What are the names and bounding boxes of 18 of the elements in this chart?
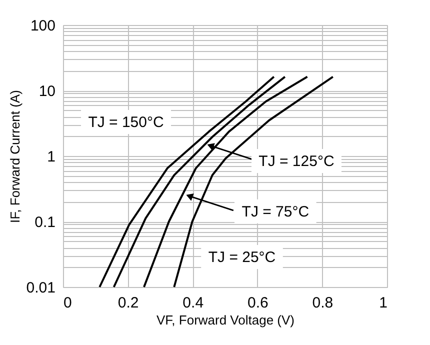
y-tick-label: 0.01: [26, 280, 56, 296]
annotation: TJ = 125°C: [258, 153, 334, 170]
x-tick-label: 0.4: [182, 294, 204, 312]
x-tick-label: 0: [64, 294, 72, 312]
annotation: TJ = 150°C: [88, 114, 164, 131]
y-tick-label: 1: [47, 148, 56, 166]
x-tick-label: 0.6: [247, 294, 268, 312]
x-tick-label: 0.2: [118, 294, 139, 312]
y-tick-label: 100: [30, 18, 56, 34]
y-tick-label: 0.1: [34, 214, 56, 231]
x-axis-title: VF, Forward Voltage (V): [156, 312, 294, 328]
x-tick-label: 0.8: [312, 294, 334, 312]
y-axis-title: IF, Forward Current (A): [7, 90, 22, 223]
line-series: [173, 76, 334, 288]
annotation: TJ = 75°C: [242, 203, 310, 220]
x-tick-label: 1: [379, 294, 388, 312]
y-tick-label: 10: [38, 83, 56, 100]
annotation: TJ = 25°C: [208, 249, 276, 266]
